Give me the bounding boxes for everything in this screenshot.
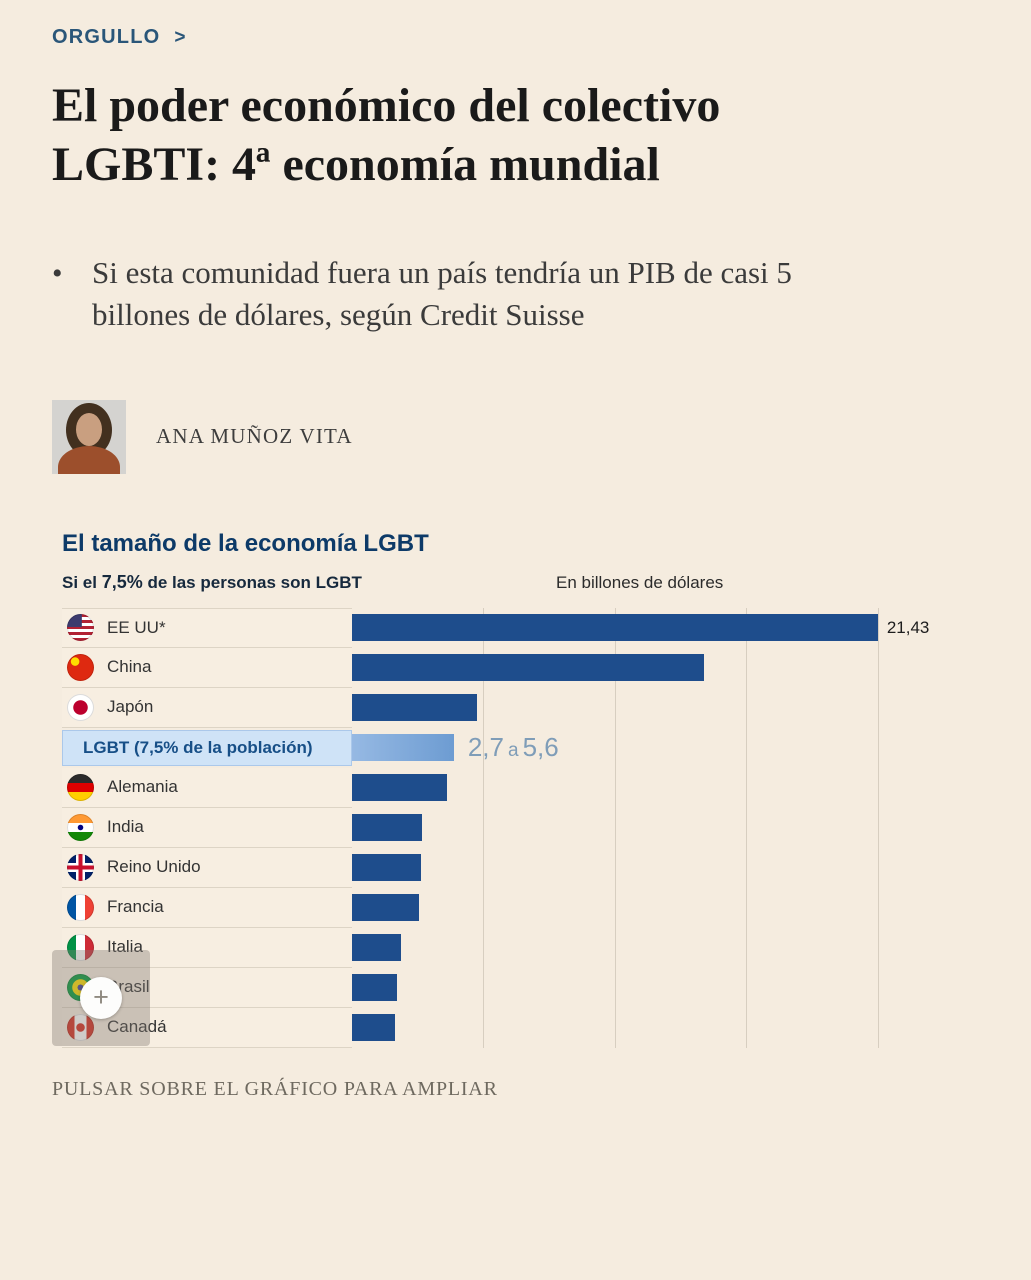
row-plot [352, 808, 967, 848]
italy-flag-icon [67, 933, 94, 961]
row-plot [352, 1008, 967, 1048]
bar [352, 614, 878, 642]
author-avatar[interactable] [52, 399, 126, 474]
page-title: El poder económico del colectivo LGBTI: … [52, 79, 721, 191]
japan-flag-icon [67, 693, 94, 721]
zoom-plus-label: + [93, 982, 109, 1013]
subtitle-prefix: Si el [62, 572, 102, 592]
china-flag-icon [67, 653, 94, 681]
gridlines [352, 607, 967, 1048]
chart-subtitle: Si el 7,5% de las personas son LGBT [62, 571, 362, 592]
chart-row: India [62, 807, 967, 848]
gridline [746, 607, 748, 1048]
row-plot [352, 968, 967, 1008]
zoom-overlay[interactable]: + [52, 949, 150, 1046]
chart-row: China [62, 647, 967, 688]
country-label: EE UU* [107, 617, 166, 637]
gridline [614, 607, 616, 1048]
chevron-right-icon: > [174, 26, 187, 48]
country-label: Francia [107, 897, 164, 917]
chart-row: Francia [62, 887, 967, 928]
row-plot [352, 848, 967, 888]
chart-row: Japón [62, 687, 967, 728]
row-label-area: Francia [62, 887, 352, 928]
chart-body: EE UU* 21,43 China Japón [52, 607, 967, 1048]
india-flag-icon [67, 813, 94, 841]
row-plot: 2,7 a 5,6 [352, 728, 967, 768]
chart-row: Brasil [62, 967, 967, 1008]
country-label: LGBT (7,5% de la población) [83, 737, 313, 757]
article: ORGULLO > El poder económico del colecti… [52, 26, 971, 1100]
row-plot [352, 688, 967, 728]
row-label-area: Reino Unido [62, 847, 352, 888]
bar [352, 934, 402, 962]
chart-row: Reino Unido [62, 847, 967, 888]
subhead-text: Si esta comunidad fuera un país tendría … [92, 255, 792, 332]
chart-row: Canadá [62, 1007, 967, 1048]
row-label-area: Japón [62, 687, 352, 728]
bar [352, 734, 454, 762]
bar [352, 654, 704, 682]
subhead: • Si esta comunidad fuera un país tendrí… [52, 252, 862, 336]
row-label-area: India [62, 807, 352, 848]
row-label-area: LGBT (7,5% de la población) [62, 729, 352, 766]
row-plot: 21,43 [352, 608, 967, 648]
bullet-icon: • [52, 257, 63, 291]
byline: ANA MUÑOZ VITA [52, 399, 971, 474]
chart-row: EE UU* 21,43 [62, 607, 967, 648]
row-label-area: EE UU* [62, 607, 352, 648]
chart-row: Alemania [62, 767, 967, 808]
gridline [877, 607, 879, 1048]
subtitle-suffix: de las personas son LGBT [142, 572, 362, 592]
row-plot [352, 768, 967, 808]
avatar-face [76, 412, 102, 446]
gridline [483, 607, 485, 1048]
chart-row: LGBT (7,5% de la población) 2,7 a 5,6 [62, 728, 967, 768]
row-plot [352, 648, 967, 688]
bar-value-label: 21,43 [886, 617, 930, 637]
bar [352, 1014, 395, 1042]
chart-subtitle-row: Si el 7,5% de las personas son LGBT En b… [62, 572, 967, 596]
chart-row: Italia [62, 927, 967, 968]
chart[interactable]: El tamaño de la economía LGBT Si el 7,5%… [52, 529, 967, 1048]
row-plot [352, 888, 967, 928]
row-label-area: Italia [62, 927, 352, 968]
kicker-label: ORGULLO [52, 26, 161, 48]
subtitle-percent: 7,5% [101, 571, 143, 592]
country-label: China [107, 657, 152, 677]
avatar-torso [58, 445, 120, 474]
country-label: Italia [107, 937, 143, 957]
bar [352, 814, 423, 842]
uk-flag-icon [67, 853, 94, 881]
france-flag-icon [67, 893, 94, 921]
country-label: Canadá [107, 1017, 167, 1037]
bar [352, 774, 447, 802]
country-label: India [107, 817, 144, 837]
row-plot [352, 928, 967, 968]
chart-rows: EE UU* 21,43 China Japón [62, 607, 967, 1048]
bar [352, 894, 419, 922]
chart-title: El tamaño de la economía LGBT [62, 529, 429, 557]
zoom-in-icon[interactable]: + [80, 976, 122, 1019]
canada-flag-icon [67, 1013, 94, 1041]
author-name[interactable]: ANA MUÑOZ VITA [156, 424, 353, 449]
kicker-link[interactable]: ORGULLO > [52, 26, 187, 49]
bar [352, 854, 422, 882]
range-label: 2,7 a 5,6 [467, 732, 559, 763]
country-label: Reino Unido [107, 857, 201, 877]
bar [352, 974, 398, 1002]
bar [352, 694, 477, 722]
chart-caption: PULSAR SOBRE EL GRÁFICO PARA AMPLIAR [52, 1077, 498, 1100]
row-label-area: Alemania [62, 767, 352, 808]
row-label-area: China [62, 647, 352, 688]
units-label: En billones de dólares [556, 572, 724, 592]
country-label: Alemania [107, 777, 178, 797]
us-flag-icon [67, 614, 94, 642]
germany-flag-icon [67, 773, 94, 801]
country-label: Japón [107, 697, 154, 717]
